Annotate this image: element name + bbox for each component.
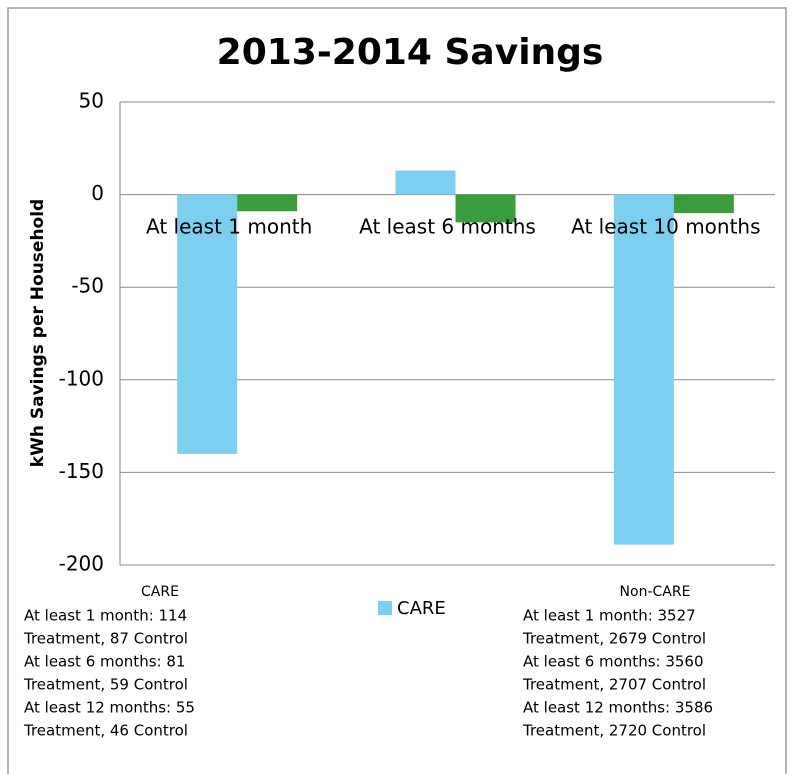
annotation-line: At least 6 months: 81	[24, 653, 185, 671]
y-tick-label: -50	[71, 274, 104, 298]
legend-label: CARE	[397, 598, 446, 619]
x-tick-label: At least 6 months	[359, 215, 536, 239]
legend-swatch	[378, 601, 392, 615]
y-axis-label: kWh Savings per Household	[28, 199, 48, 467]
bar	[613, 194, 674, 545]
annotation-heading: CARE	[141, 584, 179, 600]
annotation-line: Treatment, 2720 Control	[522, 722, 706, 740]
annotation-line: At least 1 month: 114	[24, 607, 187, 625]
annotation-line: Treatment, 2679 Control	[522, 630, 706, 648]
annotation-line: Treatment, 46 Control	[23, 722, 188, 740]
y-tick-label: -100	[59, 366, 104, 390]
bar	[395, 170, 456, 195]
x-tick-label: At least 1 month	[146, 215, 312, 239]
annotation-line: Treatment, 87 Control	[23, 630, 188, 648]
bar	[177, 194, 238, 454]
annotation-line: Treatment, 59 Control	[23, 676, 188, 694]
annotation-line: At least 12 months: 55	[24, 699, 195, 717]
x-tick-label: At least 10 months	[571, 215, 760, 239]
annotation-line: Treatment, 2707 Control	[522, 676, 706, 694]
chart-title: 2013-2014 Savings	[217, 32, 604, 73]
y-tick-label: -150	[59, 459, 104, 483]
bar	[673, 194, 734, 214]
y-tick-label: -200	[59, 552, 104, 576]
y-tick-label: 0	[91, 181, 104, 205]
y-tick-label: 50	[79, 89, 104, 113]
annotation-line: At least 6 months: 3560	[523, 653, 704, 671]
annotation-heading: Non-CARE	[620, 584, 691, 600]
bar	[237, 194, 298, 212]
annotation-line: At least 12 months: 3586	[523, 699, 713, 717]
bar	[455, 194, 516, 223]
annotation-line: At least 1 month: 3527	[523, 607, 696, 625]
chart-border	[7, 7, 787, 774]
